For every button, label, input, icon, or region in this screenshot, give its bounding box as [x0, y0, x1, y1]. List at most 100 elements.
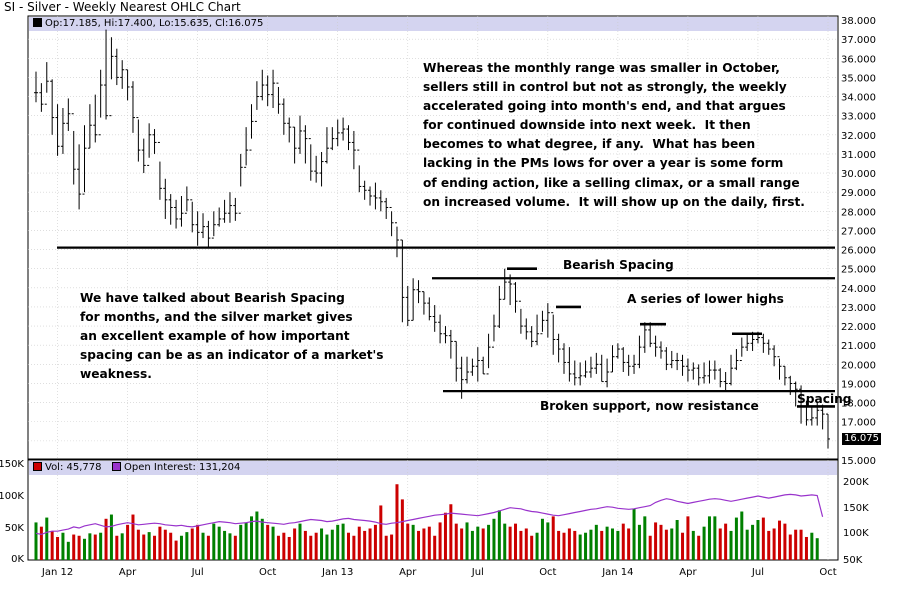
volume-bar: [379, 505, 383, 560]
volume-bar: [465, 522, 469, 560]
ohlc-bar: [411, 278, 416, 321]
volume-bar: [503, 523, 507, 560]
volume-bar: [540, 518, 544, 560]
ohlc-bar: [324, 127, 329, 164]
ohlc-bar: [195, 211, 200, 246]
volume-bar: [223, 530, 227, 560]
ohlc-bar: [745, 333, 750, 351]
price-tick-label: 36.000: [841, 54, 876, 65]
volume-bar: [794, 529, 798, 560]
ohlc-bar: [729, 354, 734, 386]
volume-bar: [756, 520, 760, 560]
ohlc-bar: [130, 81, 135, 133]
volume-bar: [212, 523, 216, 560]
ohlc-bar: [249, 104, 254, 151]
price-legend-text: Op:17.185, Hi:17.400, Lo:15.635, Cl:16.0…: [45, 18, 264, 29]
ohlc-bar: [93, 94, 98, 143]
price-tick-label: 30.000: [841, 169, 876, 180]
volume-bar: [686, 516, 690, 560]
ohlc-bar: [341, 117, 346, 141]
volume-bar: [767, 530, 771, 560]
ohlc-bar: [766, 339, 771, 355]
ohlc-bar: [427, 297, 432, 321]
volume-bar: [34, 522, 38, 560]
volume-bar: [745, 529, 749, 560]
volume-bar: [729, 530, 733, 560]
price-tick-label: 35.000: [841, 73, 876, 84]
volume-bar: [751, 524, 755, 560]
ohlc-bar: [826, 413, 830, 449]
ohlc-bar: [351, 130, 356, 170]
volume-bar: [734, 517, 738, 560]
volume-bar: [740, 511, 744, 560]
volume-bar: [99, 532, 103, 560]
ohlc-bar: [551, 312, 556, 355]
volume-left-tick-label: 150K: [0, 459, 24, 470]
volume-bar: [298, 523, 302, 560]
ohlc-bar: [292, 126, 297, 164]
volume-bar: [643, 516, 647, 560]
volume-bar: [589, 529, 593, 560]
x-tick-label: Apr: [399, 567, 417, 578]
ohlc-bar: [184, 186, 189, 214]
price-tick-label: 15.000: [841, 456, 876, 467]
ohlc-bar: [276, 82, 281, 114]
volume-bar: [39, 526, 43, 560]
volume-bar: [373, 524, 377, 560]
volume-bar: [115, 535, 119, 560]
volume-bar: [637, 524, 641, 560]
ohlc-bar: [497, 285, 502, 329]
price-tick-label: 24.000: [841, 284, 876, 295]
x-tick-label: Jul: [191, 567, 204, 578]
ohlc-bar: [562, 343, 566, 374]
volume-bar: [578, 534, 582, 560]
volume-bar: [514, 523, 518, 560]
x-tick-label: Apr: [679, 567, 697, 578]
ohlc-bar: [303, 125, 308, 164]
ohlc-bar: [44, 62, 49, 105]
ohlc-bar: [77, 144, 82, 210]
volume-bar: [341, 523, 345, 560]
ohlc-bar: [384, 197, 389, 219]
volume-bar: [357, 526, 361, 560]
ohlc-bar: [34, 71, 38, 103]
annotation-spacing: Spacing: [797, 392, 852, 406]
volume-bar: [206, 535, 210, 560]
ohlc-bar: [432, 305, 437, 332]
x-tick-label: Oct: [539, 567, 556, 578]
volume-bar: [109, 514, 113, 560]
x-tick-label: Jul: [471, 567, 484, 578]
ohlc-bar: [39, 83, 44, 112]
ohlc-bar: [136, 117, 141, 162]
volume-bar: [681, 532, 685, 560]
ohlc-bar: [400, 239, 405, 323]
ohlc-bar: [540, 310, 545, 335]
volume-bar: [713, 516, 717, 560]
x-tick-label: Apr: [119, 567, 137, 578]
ohlc-bar: [777, 356, 782, 380]
volume-left-tick-label: 0K: [11, 554, 24, 565]
volume-bar: [400, 499, 404, 560]
ohlc-bar: [621, 347, 626, 373]
ohlc-bar: [416, 280, 421, 304]
volume-bar: [174, 540, 178, 560]
volume-bar: [616, 530, 620, 560]
ohlc-bar: [227, 192, 232, 223]
ohlc-swatch-icon: [33, 18, 42, 27]
annotation-left-paragraph: We have talked about Bearish Spacing for…: [80, 291, 384, 382]
volume-bar: [77, 535, 81, 560]
volume-bar: [260, 518, 264, 560]
ohlc-bar: [222, 199, 227, 223]
ohlc-bar: [696, 364, 701, 386]
ohlc-bar: [750, 331, 755, 351]
ohlc-bar: [626, 354, 631, 376]
ohlc-bar: [308, 138, 313, 181]
ohlc-bar: [755, 331, 760, 344]
volume-bar: [594, 524, 598, 560]
volume-bar: [158, 526, 162, 560]
x-tick-label: Jan 14: [601, 567, 633, 578]
oi-swatch-icon: [112, 462, 122, 471]
ohlc-bar: [632, 354, 637, 374]
volume-right-tick-label: 50K: [843, 555, 863, 566]
